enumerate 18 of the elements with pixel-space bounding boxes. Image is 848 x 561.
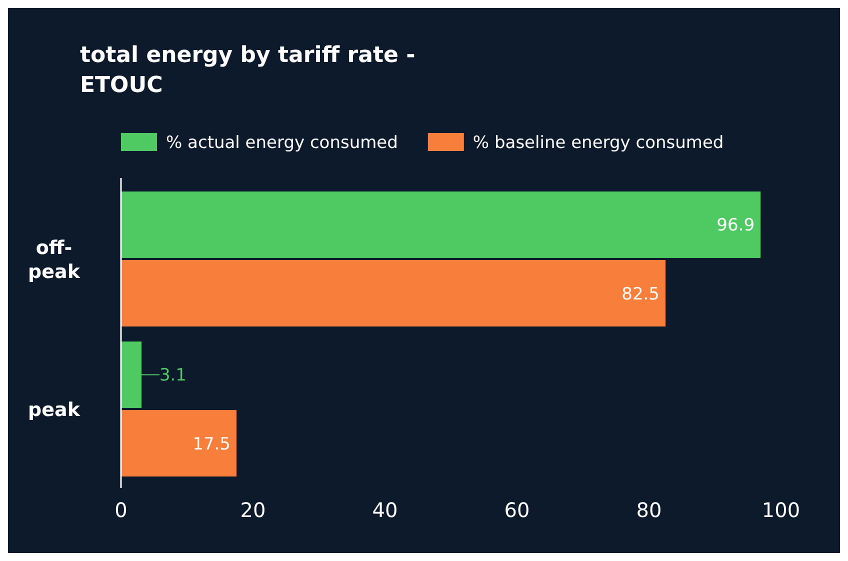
- bar: [121, 260, 666, 326]
- bar: [121, 192, 761, 258]
- x-tick-label: 80: [636, 498, 662, 522]
- legend-label: % actual energy consumed: [166, 133, 398, 153]
- data-label: 3.1: [159, 366, 187, 386]
- y-tick-label: off-peak: [28, 237, 80, 283]
- legend-label: % baseline energy consumed: [472, 133, 724, 153]
- x-tick-label: 0: [114, 498, 128, 522]
- x-tick-label: 60: [504, 498, 530, 522]
- x-tick-label: 100: [762, 498, 800, 522]
- data-label: 17.5: [192, 434, 230, 454]
- data-label: 82.5: [622, 284, 660, 304]
- x-tick-label: 40: [372, 498, 398, 522]
- x-tick-label: 20: [240, 498, 266, 522]
- data-label: 96.9: [716, 216, 755, 236]
- bar: [121, 410, 236, 476]
- y-tick-label: peak: [28, 399, 80, 421]
- chart-title: total energy by tariff rate - ETOUC: [80, 43, 416, 98]
